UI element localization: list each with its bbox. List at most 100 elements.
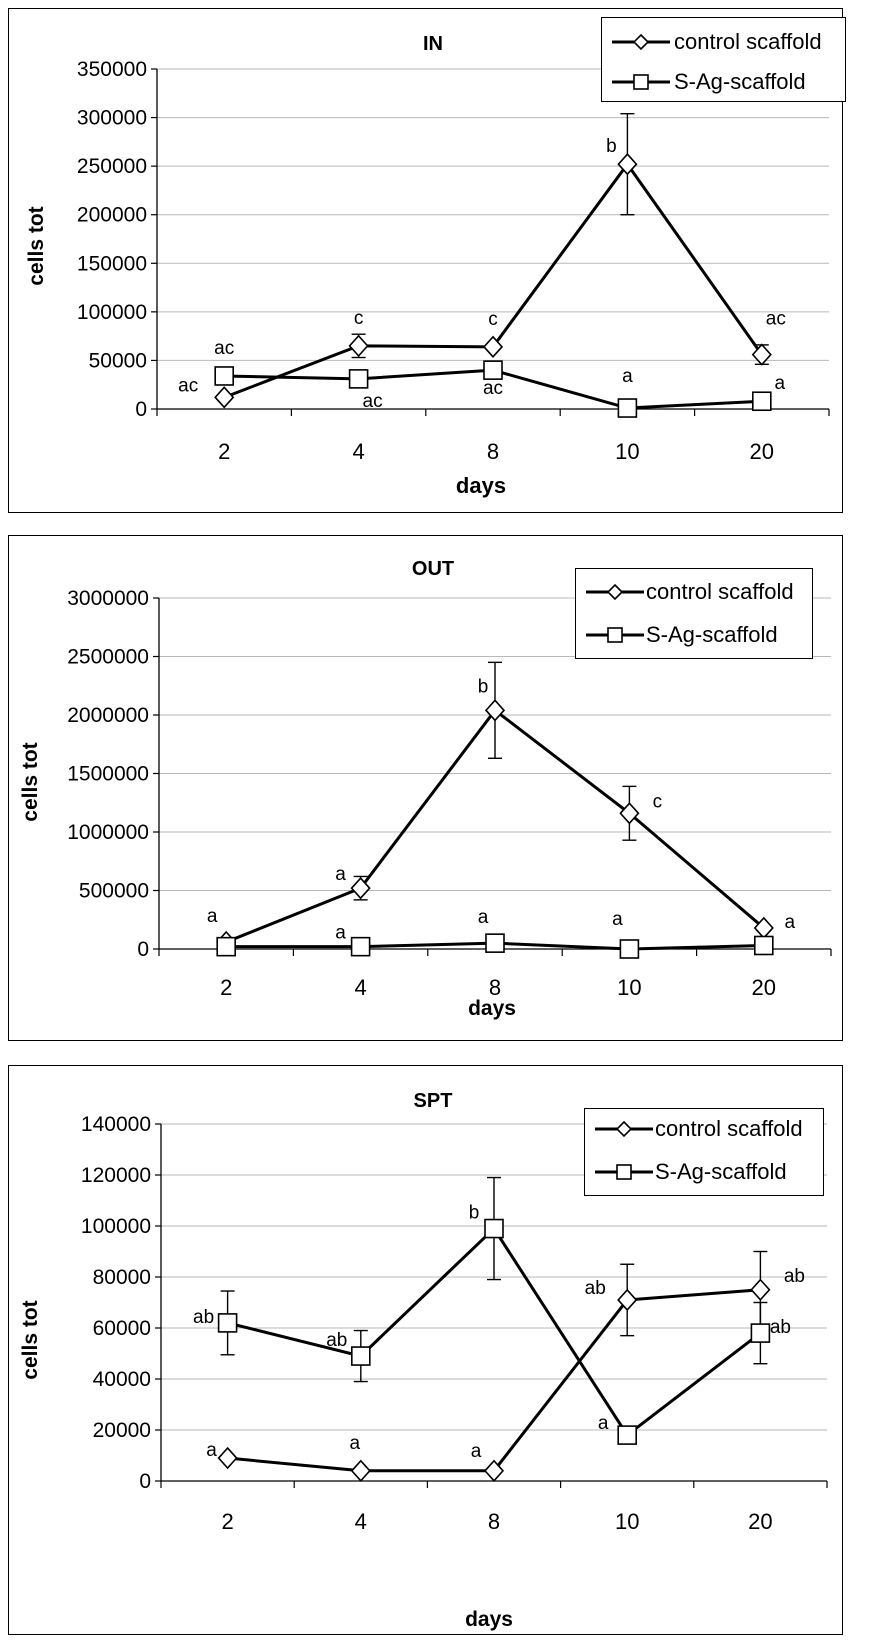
data-point-square [485, 1220, 503, 1238]
legend-item-sag: S-Ag-scaffold [576, 621, 812, 649]
x-tick-label: 20 [752, 975, 776, 1000]
data-point-square [751, 1324, 769, 1342]
data-point-square [219, 1314, 237, 1332]
legend-label: S-Ag-scaffold [655, 1159, 787, 1185]
x-tick-label: 10 [615, 439, 639, 464]
data-point-square [618, 399, 636, 417]
legend-label: S-Ag-scaffold [646, 622, 778, 648]
significance-label: a [471, 1441, 482, 1462]
y-axis-label: cells tot [19, 712, 43, 852]
data-point-square [352, 1347, 370, 1365]
x-tick-label: 10 [617, 975, 641, 1000]
significance-label: a [775, 373, 786, 394]
y-tick-label: 100000 [77, 301, 147, 324]
significance-label: c [354, 308, 364, 329]
significance-label: ab [585, 1278, 606, 1299]
data-point-square [486, 934, 504, 952]
x-tick-label: 2 [220, 975, 232, 1000]
significance-label: c [653, 791, 663, 812]
x-tick-label: 10 [615, 1509, 639, 1534]
chart-panel-spt: 0 20000 40000 60000 80000 100000 120000 140000 2… [8, 1065, 843, 1635]
y-tick-label: 250000 [77, 155, 147, 178]
legend: control scaffold S-Ag-scaffold [584, 1108, 824, 1196]
legend-label: S-Ag-scaffold [674, 69, 806, 95]
chart-title: SPT [393, 1090, 473, 1113]
data-point-square [350, 370, 368, 388]
x-axis-label: days [439, 1608, 539, 1632]
data-point-square [217, 938, 235, 956]
data-point-square [755, 936, 773, 954]
data-point-diamond [751, 1280, 769, 1300]
data-point-square [484, 361, 502, 379]
x-tick-label: 8 [488, 1509, 500, 1534]
diamond-marker-icon [610, 30, 672, 54]
significance-label: a [478, 907, 489, 928]
y-tick-label: 3000000 [67, 587, 149, 610]
data-point-square [620, 940, 638, 958]
significance-label: a [335, 923, 346, 944]
significance-label: b [469, 1203, 480, 1224]
significance-label: b [478, 676, 489, 697]
y-tick-label: 150000 [77, 252, 147, 275]
significance-label: ab [770, 1317, 791, 1338]
significance-label: a [612, 909, 623, 930]
y-tick-label: 0 [139, 1470, 151, 1493]
significance-label: ac [363, 391, 383, 412]
square-marker-icon [593, 1160, 655, 1184]
chart-panel-out: 0 500000 1000000 1500000 2000000 2500000 30000… [8, 535, 843, 1041]
x-tick-label: 2 [221, 1509, 233, 1534]
y-tick-label: 2500000 [67, 646, 149, 669]
diamond-marker-icon [593, 1117, 655, 1141]
diamond-marker-icon [584, 580, 646, 604]
significance-label: a [598, 1413, 609, 1434]
legend: control scaffold S-Ag-scaffold [601, 17, 846, 102]
significance-label: a [622, 366, 633, 387]
x-tick-label: 2 [218, 439, 230, 464]
y-tick-label: 120000 [81, 1164, 151, 1187]
legend-label: control scaffold [674, 29, 822, 55]
x-tick-label: 4 [352, 439, 364, 464]
y-tick-label: 200000 [77, 204, 147, 227]
legend-label: control scaffold [646, 579, 794, 605]
y-tick-label: 500000 [79, 880, 149, 903]
x-axis-label: days [442, 997, 542, 1021]
y-tick-label: 300000 [77, 107, 147, 130]
data-point-diamond [352, 1461, 370, 1481]
significance-label: b [606, 136, 617, 157]
x-tick-label: 4 [355, 1509, 367, 1534]
x-tick-label: 20 [750, 439, 774, 464]
significance-label: ab [326, 1330, 347, 1351]
significance-label: ab [784, 1266, 805, 1287]
legend-item-control: control scaffold [576, 578, 812, 606]
series-line [228, 1290, 761, 1471]
y-axis-label: cells tot [25, 176, 49, 316]
y-tick-label: 1500000 [67, 763, 149, 786]
legend-item-sag: S-Ag-scaffold [602, 68, 845, 96]
y-axis-label: cells tot [19, 1270, 43, 1410]
legend-item-sag: S-Ag-scaffold [585, 1158, 823, 1186]
significance-label: c [488, 309, 498, 330]
significance-label: ab [193, 1307, 214, 1328]
significance-label: ac [214, 338, 234, 359]
y-tick-label: 140000 [81, 1113, 151, 1136]
data-point-diamond [350, 336, 368, 356]
x-tick-label: 4 [354, 975, 366, 1000]
y-tick-label: 0 [137, 938, 149, 961]
y-tick-label: 1000000 [67, 821, 149, 844]
y-tick-label: 2000000 [67, 704, 149, 727]
data-point-square [753, 392, 771, 410]
y-tick-label: 100000 [81, 1215, 151, 1238]
legend-item-control: control scaffold [602, 28, 845, 56]
significance-label: a [335, 864, 346, 885]
y-tick-label: 20000 [93, 1419, 151, 1442]
significance-label: ac [766, 309, 786, 330]
y-tick-label: 60000 [93, 1317, 151, 1340]
significance-label: a [350, 1433, 361, 1454]
legend: control scaffold S-Ag-scaffold [575, 568, 813, 659]
x-tick-label: 20 [748, 1509, 772, 1534]
chart-title: IN [393, 33, 473, 56]
square-marker-icon [610, 70, 672, 94]
data-point-square [352, 938, 370, 956]
y-tick-label: 40000 [93, 1368, 151, 1391]
square-marker-icon [584, 623, 646, 647]
